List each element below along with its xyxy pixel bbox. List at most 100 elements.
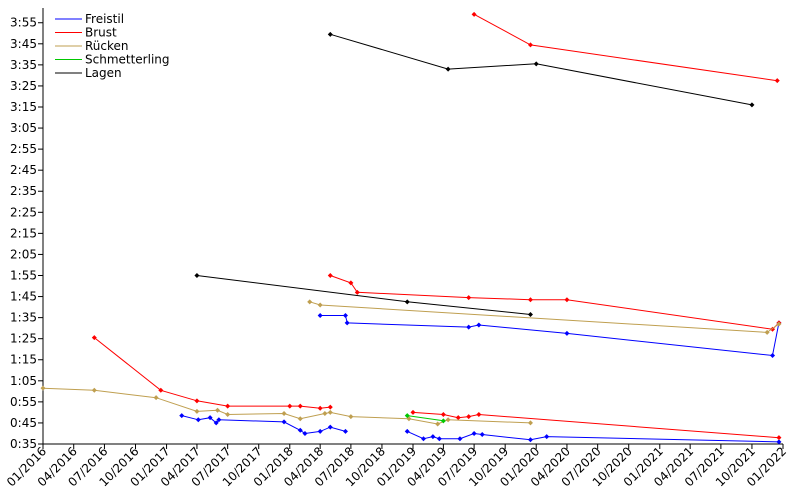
y-tick-label: 3:45 — [10, 37, 37, 51]
data-point — [471, 11, 477, 17]
data-point — [348, 414, 354, 420]
y-tick-label: 3:15 — [10, 100, 37, 114]
data-point — [287, 403, 293, 409]
data-point — [404, 299, 410, 305]
data-point — [420, 436, 426, 442]
series-line-schmetterling — [407, 415, 444, 422]
data-point — [440, 412, 446, 418]
data-point — [776, 435, 782, 441]
data-point — [404, 413, 410, 419]
data-point — [466, 295, 472, 301]
series-line-freistil — [407, 430, 779, 443]
data-point — [317, 313, 323, 319]
data-point — [91, 387, 97, 393]
data-point — [322, 410, 328, 416]
data-point — [564, 297, 570, 303]
data-point — [445, 417, 451, 423]
data-point — [749, 102, 755, 108]
data-point — [436, 436, 442, 442]
series-line-brust — [93, 337, 331, 409]
series-rücken — [40, 299, 782, 427]
data-point — [297, 427, 303, 433]
legend-label-lagen: Lagen — [85, 66, 122, 80]
data-point — [476, 412, 482, 418]
y-tick-label: 1:25 — [10, 332, 37, 346]
data-point — [479, 432, 485, 438]
y-tick-label: 3:25 — [10, 79, 37, 93]
series-line-freistil — [320, 315, 780, 357]
data-point — [281, 419, 287, 425]
y-tick-label: 2:45 — [10, 163, 37, 177]
y-tick-label: 0:55 — [10, 395, 37, 409]
series-schmetterling — [404, 413, 446, 424]
data-point — [770, 353, 776, 359]
series-line-lagen — [330, 33, 752, 106]
data-point — [776, 321, 782, 327]
data-point — [225, 412, 231, 418]
data-point — [40, 385, 46, 391]
legend-label-brust: Brust — [85, 26, 117, 40]
data-point — [344, 320, 350, 326]
series-line-rücken — [309, 301, 780, 333]
axes: 0:45 0:55 1:05 1:15 1:25 1:35 1:45 1:55 2:05 2:15… — [4, 8, 789, 489]
data-point — [527, 311, 533, 317]
data-point — [527, 437, 533, 443]
series-line-brust — [330, 275, 780, 330]
data-point — [179, 413, 185, 419]
y-tick-label: 2:05 — [10, 247, 37, 261]
data-point — [342, 313, 348, 319]
data-point — [215, 407, 221, 413]
data-point — [307, 299, 313, 305]
y-tick-label: 0:35 — [10, 437, 37, 451]
data-point — [564, 330, 570, 336]
data-point — [527, 297, 533, 303]
y-tick-label: 1:35 — [10, 311, 37, 325]
data-point — [327, 272, 333, 278]
data-point — [466, 414, 472, 420]
data-point — [430, 434, 436, 440]
data-point — [435, 421, 441, 427]
y-tick-label: 3:35 — [10, 58, 37, 72]
series-line-lagen — [196, 275, 531, 315]
data-point — [327, 31, 333, 37]
data-point — [297, 416, 303, 422]
data-point — [327, 424, 333, 430]
data-point — [317, 302, 323, 308]
data-point — [354, 289, 360, 295]
data-point — [445, 66, 451, 72]
data-point — [213, 420, 219, 426]
y-tick-label: 1:45 — [10, 290, 37, 304]
data-point — [533, 61, 539, 67]
data-point — [194, 408, 200, 414]
data-point — [281, 410, 287, 416]
series-brust — [91, 11, 782, 441]
data-point — [302, 430, 308, 436]
legend-label-freistil: Freistil — [85, 12, 124, 26]
data-point — [774, 78, 780, 84]
data-point — [471, 430, 477, 436]
series-freistil — [179, 313, 782, 445]
series-lagen — [194, 31, 755, 317]
data-point — [297, 403, 303, 409]
data-point — [153, 395, 159, 401]
y-tick-label: 3:05 — [10, 121, 37, 135]
series-line-brust — [473, 13, 778, 82]
data-point — [440, 418, 446, 424]
data-point — [764, 329, 770, 335]
data-point — [194, 398, 200, 404]
y-tick-label: 1:55 — [10, 268, 37, 282]
data-point — [91, 335, 97, 341]
data-point — [527, 420, 533, 426]
data-point — [342, 428, 348, 434]
y-tick-label: 2:25 — [10, 205, 37, 219]
series-line-brust — [412, 411, 779, 439]
data-point — [194, 272, 200, 278]
data-point — [410, 409, 416, 415]
data-point — [466, 324, 472, 330]
y-tick-label: 2:35 — [10, 184, 37, 198]
data-point — [404, 428, 410, 434]
data-point — [327, 404, 333, 410]
data-point — [544, 434, 550, 440]
y-tick-label: 1:15 — [10, 353, 37, 367]
